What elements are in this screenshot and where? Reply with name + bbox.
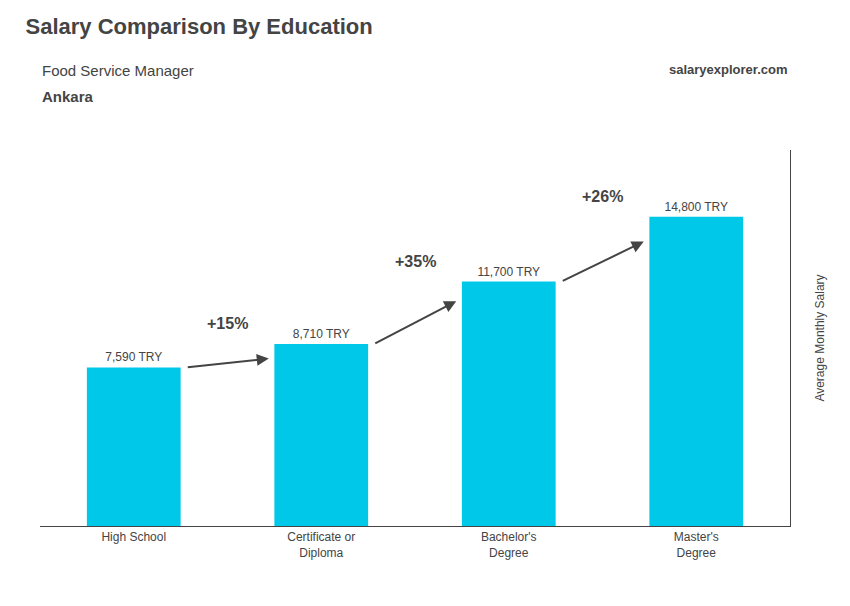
svg-text:salaryexplorer.com: salaryexplorer.com	[669, 62, 788, 77]
svg-text:Food Service Manager: Food Service Manager	[42, 62, 194, 79]
svg-text:Average Monthly Salary: Average Monthly Salary	[813, 274, 827, 401]
svg-text:+35%: +35%	[395, 253, 436, 270]
svg-text:11,700 TRY: 11,700 TRY	[477, 265, 540, 279]
svg-text:Master'sDegree: Master'sDegree	[674, 530, 719, 560]
svg-text:Certificate orDiploma: Certificate orDiploma	[287, 530, 355, 560]
svg-text:+15%: +15%	[207, 315, 248, 332]
svg-text:14,800 TRY: 14,800 TRY	[664, 200, 728, 214]
svg-text:8,710 TRY: 8,710 TRY	[293, 327, 350, 341]
svg-text:Ankara: Ankara	[42, 88, 94, 105]
svg-text:High School: High School	[101, 530, 166, 544]
svg-text:Bachelor'sDegree: Bachelor'sDegree	[481, 530, 537, 560]
svg-text:7,590 TRY: 7,590 TRY	[105, 350, 162, 364]
svg-text:+26%: +26%	[582, 188, 623, 205]
svg-text:Salary Comparison By Education: Salary Comparison By Education	[26, 14, 373, 39]
